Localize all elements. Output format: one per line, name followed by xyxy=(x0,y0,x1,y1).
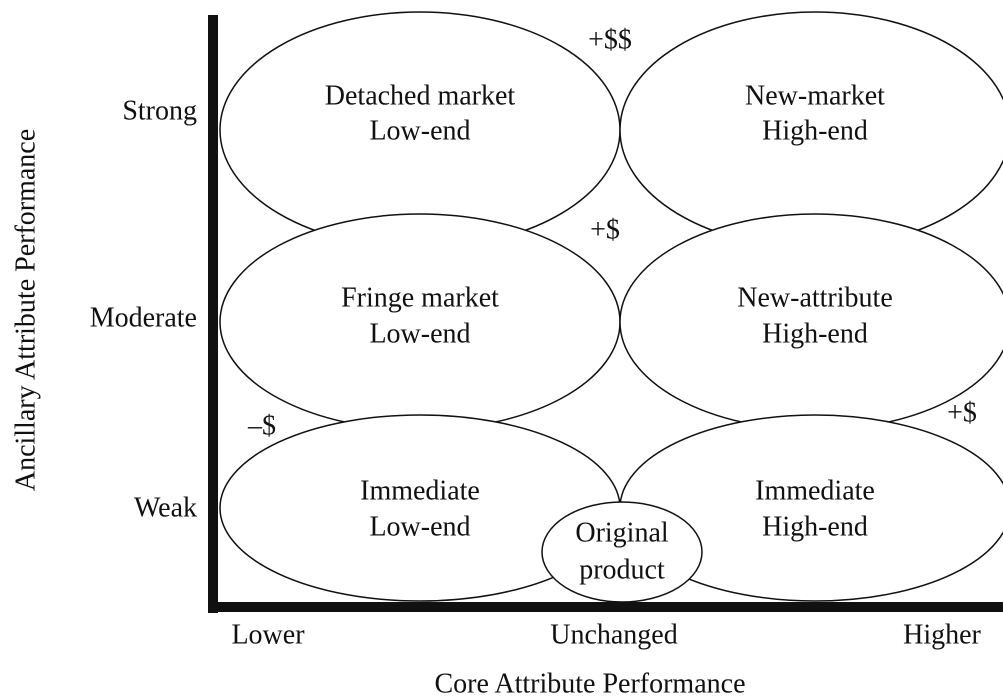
x-axis xyxy=(208,602,1003,612)
x-level-label: Unchanged xyxy=(550,619,678,650)
y-axis xyxy=(208,15,218,613)
region-label: Fringe market xyxy=(341,282,499,313)
original-label: Original xyxy=(575,517,669,548)
region-label: Immediate xyxy=(755,475,875,506)
price-annotation: +$ xyxy=(590,214,620,245)
original-label: product xyxy=(579,554,665,585)
region-label: Low-end xyxy=(369,511,470,542)
region-label: High-end xyxy=(762,318,868,349)
x-level-label: Higher xyxy=(903,619,981,650)
region-label: Low-end xyxy=(369,318,470,349)
price-annotation: –$ xyxy=(247,410,276,441)
ellipses xyxy=(219,11,1003,603)
x-axis-title: Core Attribute Performance xyxy=(434,668,745,699)
price-annotation: +$ xyxy=(947,397,977,428)
y-level-label: Strong xyxy=(122,95,197,126)
region-label: New-market xyxy=(745,80,885,111)
region-label: Low-end xyxy=(369,115,470,146)
region-label: Immediate xyxy=(360,475,480,506)
y-level-label: Weak xyxy=(134,492,197,523)
y-level-label: Moderate xyxy=(90,302,197,333)
x-level-label: Lower xyxy=(231,619,305,650)
region-label: High-end xyxy=(762,511,868,542)
region-label: New-attribute xyxy=(737,282,893,313)
region-label: High-end xyxy=(762,115,868,146)
y-axis-title: Ancillary Attribute Performance xyxy=(10,129,41,491)
region-label: Detached market xyxy=(325,80,516,111)
price-annotation: +$$ xyxy=(588,24,632,55)
